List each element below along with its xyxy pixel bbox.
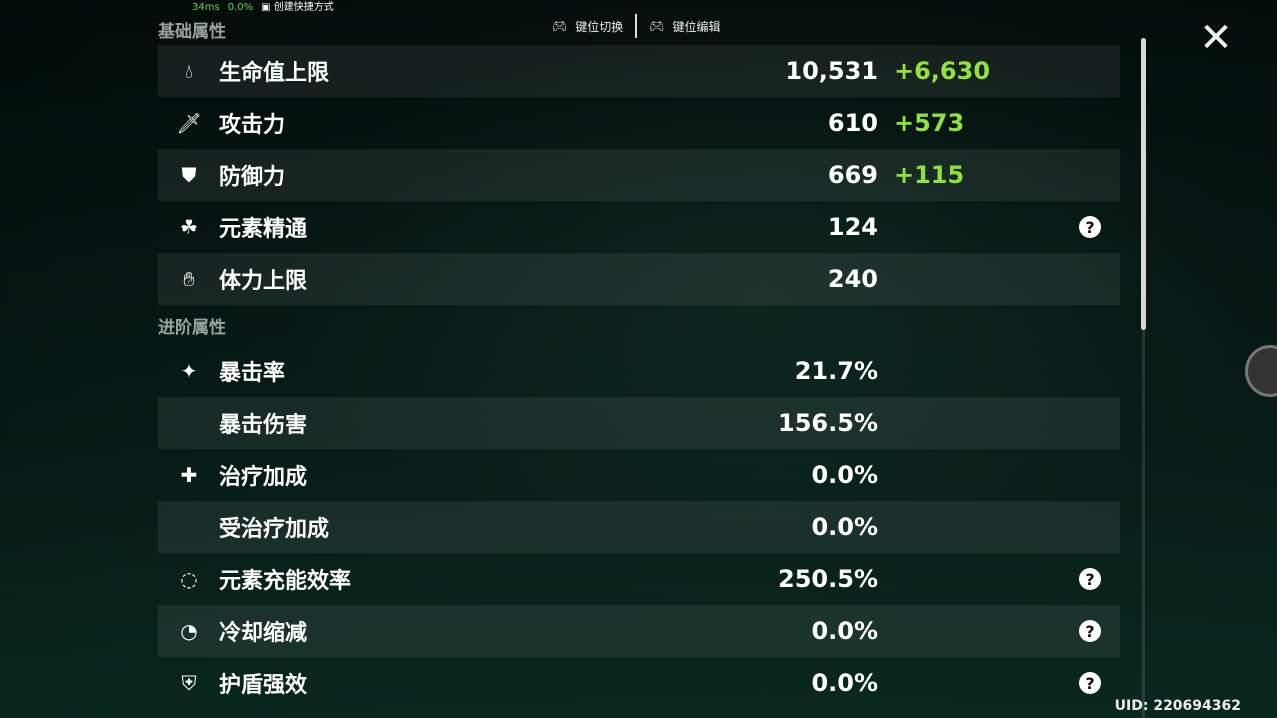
stat-bonus: +573 [894,109,965,137]
stat-value: 0.0% [811,513,878,541]
stat-value: 21.7% [794,357,878,385]
stat-label: 元素充能效率 [219,569,352,594]
stat-value: 0.0% [811,617,878,645]
stat-row: ⛨ 护盾强效 0.0%? [158,657,1120,709]
performance-overlay: 34ms 0.0% ▣ 创建快捷方式 [192,1,334,15]
gamepad-icon: 🎮︎ [552,19,568,33]
stat-row: ✋︎ 体力上限 240 [158,253,1120,305]
stat-row: 暴击伤害 156.5% [158,397,1120,449]
shield-strength-icon: ⛨ [181,671,197,695]
gamepad-icon: 🎮︎ [649,19,665,33]
key-edit-button[interactable]: 🎮︎ 键位编辑 [637,18,732,35]
stat-row: ✦ 暴击率 21.7% [158,345,1120,397]
stat-value: 156.5% [778,409,878,437]
energy-recharge-icon: ◌ [180,567,198,591]
crit-rate-icon: ✦ [180,359,198,383]
help-icon[interactable]: ? [1079,216,1101,238]
divider [635,14,638,38]
section-basic: 基础属性 [158,22,226,42]
stat-label: 护盾强效 [219,673,308,698]
key-switch-label: 键位切换 [575,19,624,34]
stat-row: 🗡︎ 攻击力 610 +573 [158,97,1120,149]
help-icon[interactable]: ? [1079,620,1101,642]
stat-value: 240 [827,265,878,293]
stat-label: 冷却缩减 [219,621,308,646]
stat-value: 669 [827,161,878,189]
cooldown-icon: ◔ [180,619,198,643]
shortcut-button[interactable]: ▣ 创建快捷方式 [261,2,334,13]
stat-label: 暴击伤害 [219,413,308,438]
key-edit-label: 键位编辑 [672,19,721,34]
stat-row: ⛊ 防御力 669 +115 [158,149,1120,201]
close-button[interactable]: ✕ [1199,15,1233,61]
key-switch-button[interactable]: 🎮︎ 键位切换 [540,18,635,35]
stat-label: 体力上限 [219,269,308,294]
help-icon[interactable]: ? [1079,672,1101,694]
stat-value: 10,531 [785,57,878,85]
stat-row: ☘︎ 元素精通 124? [158,201,1120,253]
stat-value: 610 [827,109,878,137]
stat-value: 0.0% [811,669,878,697]
stat-label: 攻击力 [219,113,286,138]
hp-drop-icon: 💧︎ [185,59,193,83]
stat-value: 250.5% [778,565,878,593]
scrollbar-thumb[interactable] [1141,38,1146,330]
ping-text: 34ms [192,2,220,13]
stat-row: ✚ 治疗加成 0.0% [158,449,1120,501]
help-icon[interactable]: ? [1079,568,1101,590]
stat-label: 治疗加成 [219,465,308,490]
uid-text: UID: 220694362 [1114,698,1241,714]
stat-label: 暴击率 [219,361,286,386]
stat-value: 0.0% [811,461,878,489]
stamina-icon: ✋︎ [183,267,195,291]
stat-label: 受治疗加成 [219,517,330,542]
stat-value: 124 [827,213,878,241]
stat-row: ◌ 元素充能效率 250.5%? [158,553,1120,605]
blank-icon [174,408,204,438]
stat-bonus: +6,630 [894,57,991,85]
scrollbar-track[interactable] [1142,38,1145,718]
stat-row: ◔ 冷却缩减 0.0%? [158,605,1120,657]
section-advanced: 进阶属性 [158,318,226,338]
stat-label: 防御力 [219,165,286,190]
key-toolbar: 🎮︎ 键位切换 🎮︎ 键位编辑 [540,12,733,40]
stat-row: 💧︎ 生命值上限 10,531 +6,630 [158,45,1120,97]
stat-bonus: +115 [894,161,965,189]
stat-label: 元素精通 [219,217,308,242]
shortcut-label: 创建快捷方式 [273,2,334,13]
stat-row: 受治疗加成 0.0% [158,501,1120,553]
sword-icon: 🗡︎ [176,111,202,135]
elemental-mastery-icon: ☘︎ [180,215,198,239]
shield-icon: ⛊ [181,163,197,187]
loss-text: 0.0% [227,2,254,13]
stat-label: 生命值上限 [219,61,330,86]
blank-icon [174,512,204,542]
healing-cross-icon: ✚ [180,463,198,487]
